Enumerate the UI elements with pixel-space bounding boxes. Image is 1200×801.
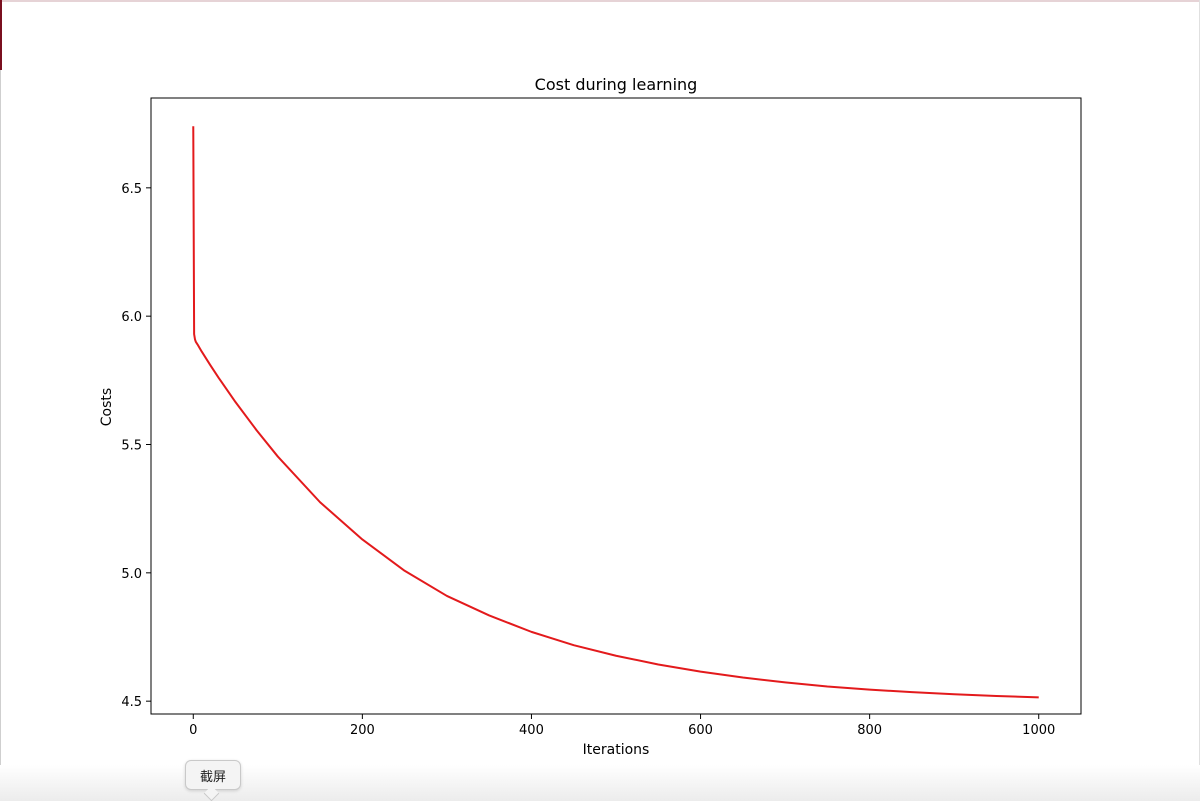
window-top-edge — [0, 0, 1200, 2]
y-axis-label: Costs — [99, 388, 115, 426]
y-tick-label: 6.0 — [121, 310, 142, 325]
x-tick-label: 800 — [857, 723, 882, 738]
x-tick-label: 1000 — [1022, 723, 1055, 738]
x-axis: 0 200 400 600 800 1000 — [189, 714, 1055, 738]
x-tick-label: 0 — [189, 723, 197, 738]
plot-area — [192, 126, 1039, 699]
x-axis-label: Iterations — [583, 742, 650, 758]
chart-title: Cost during learning — [535, 75, 698, 94]
x-tick-label: 600 — [688, 723, 713, 738]
window-left-edge — [0, 0, 2, 70]
y-tick-label: 5.0 — [121, 567, 142, 582]
y-tick-label: 5.5 — [121, 439, 142, 454]
y-tick-label: 6.5 — [121, 182, 142, 197]
axes-frame — [150, 97, 1082, 715]
screenshot-tooltip[interactable]: 截屏 — [185, 760, 241, 790]
x-tick-label: 200 — [350, 723, 375, 738]
y-tick-label: 4.5 — [121, 695, 142, 710]
series-line-0 — [192, 126, 1039, 699]
y-axis: 4.5 5.0 5.5 6.0 6.5 — [121, 182, 151, 710]
window-left-border — [0, 70, 1, 770]
x-tick-label: 400 — [519, 723, 544, 738]
